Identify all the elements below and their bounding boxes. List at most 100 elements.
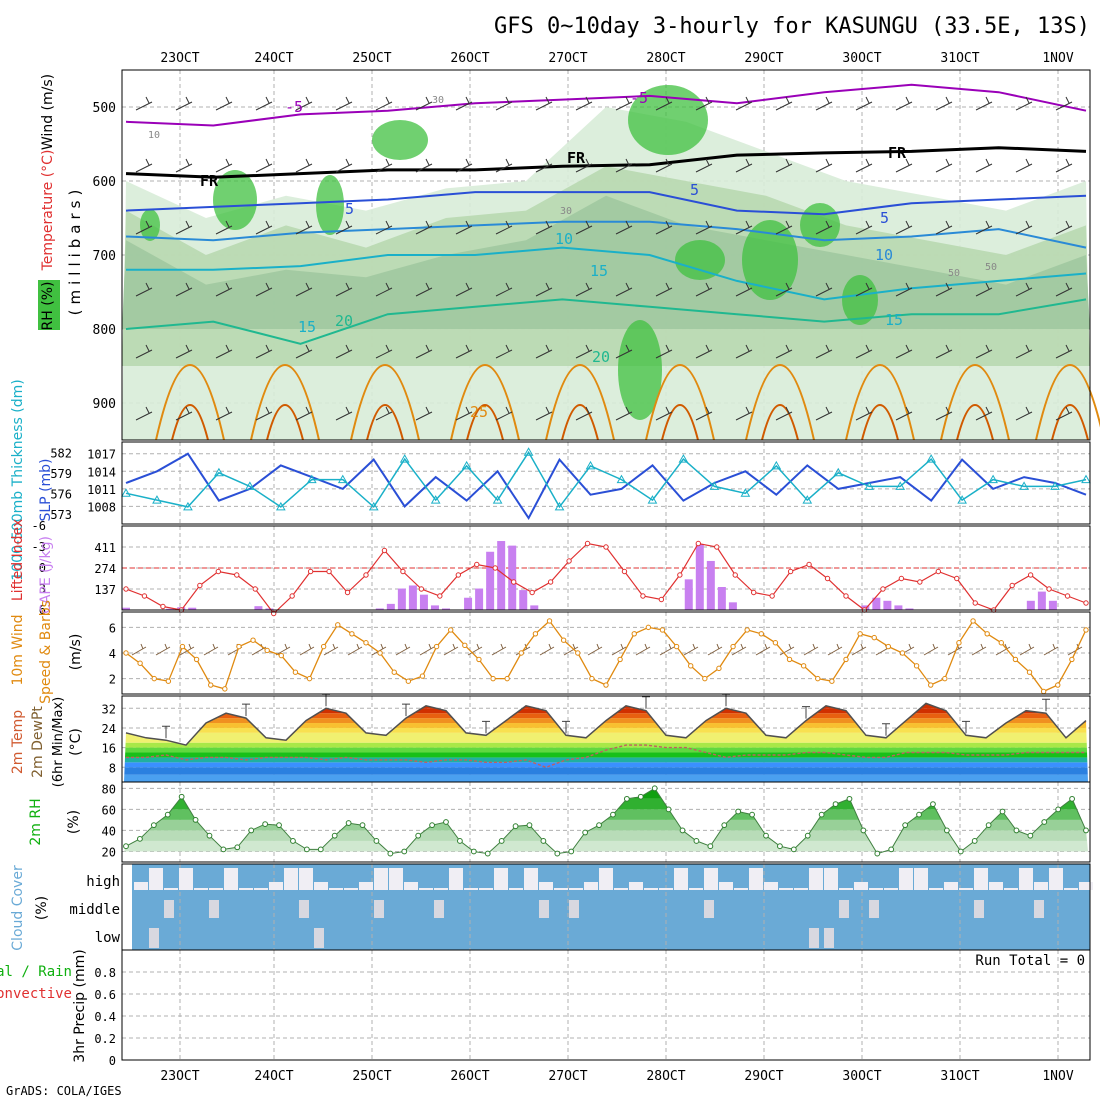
warm-dome-1: [250, 364, 320, 441]
wind-barb: [655, 344, 673, 359]
wind-barb: [535, 282, 553, 297]
wind-barb: [1055, 406, 1073, 421]
date-label-top-4: 27OCT: [548, 51, 587, 66]
wind-barb: [895, 220, 913, 235]
upper-air-ytick-1: 600: [93, 175, 116, 190]
temp-range-bar: [562, 720, 570, 734]
cloud-high-cell: [134, 882, 148, 890]
rh2m-point: [415, 832, 422, 839]
cloud-middle-cell: [1034, 900, 1044, 918]
contour-label-10: 20: [335, 312, 353, 330]
wind-speed-point: [264, 647, 270, 654]
wind-barb: [335, 344, 353, 359]
temp-band-8: [124, 727, 1088, 733]
rh-high-area-4: [628, 85, 708, 155]
rh2m-point: [303, 846, 310, 853]
lifted-index-point: [843, 593, 849, 599]
warm-dome-9: [1035, 364, 1100, 441]
cape-bar: [519, 590, 528, 610]
cloud-high-cell: [734, 888, 748, 890]
wind-barb: [855, 282, 873, 297]
wind-barb-10m: [419, 643, 435, 656]
wind-speed-point: [871, 634, 877, 641]
wind-barb-10m: [611, 643, 627, 656]
thickness-point: [1081, 474, 1091, 484]
rh2m-point: [693, 838, 700, 844]
cloud-high-cell: [1004, 888, 1018, 890]
wind-barb: [415, 220, 433, 235]
rh2m-point: [498, 838, 505, 844]
wind-speed-point: [560, 637, 567, 643]
thickness-point: [740, 488, 751, 497]
credit-label: GrADS: COLA/IGES: [6, 1084, 122, 1098]
wind-barb: [255, 344, 273, 359]
contour-label-20: 10: [148, 130, 160, 141]
lifted-index-point: [455, 572, 462, 578]
wind-barb: [295, 406, 313, 421]
thickness-point: [709, 481, 720, 490]
ylabel-dewpt: 2m DewPt: [30, 706, 46, 778]
wind-barb: [575, 344, 593, 359]
wind-barb: [775, 96, 793, 111]
rh2m-point: [902, 822, 909, 829]
rh-band-0: [124, 840, 1088, 852]
wind-barb-10m: [923, 643, 939, 656]
cloud-high-cell: [1019, 868, 1033, 890]
cape-bar: [905, 608, 914, 610]
contour-label-12: 25: [470, 403, 488, 421]
cloud-high-cell: [179, 868, 193, 890]
cloud-high-cell: [974, 868, 988, 890]
warm-dome-8: [940, 364, 1010, 441]
temp-band-4: [124, 752, 1088, 758]
lifted-index-point: [603, 544, 609, 550]
wind-speed-point: [208, 682, 214, 688]
wind-barb: [895, 158, 913, 173]
cloud-high-cell: [674, 868, 688, 890]
wind-speed-point: [786, 656, 793, 663]
wind-speed-point: [659, 627, 666, 633]
rh2m-point: [596, 822, 602, 829]
rh2m-point: [290, 838, 296, 844]
thickness-point: [1050, 481, 1060, 490]
wind-barb: [975, 344, 993, 359]
wind-barb-10m: [395, 643, 411, 656]
wind-barb: [175, 282, 193, 297]
wind-speed-point: [928, 682, 934, 688]
wind-speed-point: [476, 656, 482, 663]
date-label-bottom-8: 31OCT: [940, 1069, 979, 1084]
slp-ytick-2: 1014: [87, 465, 116, 479]
lifted-index-point: [252, 586, 258, 592]
thickness-point: [864, 481, 875, 490]
wind-barb: [535, 344, 553, 359]
precip-frame: [121, 949, 1091, 1061]
rh2m-line: [125, 787, 1087, 855]
wind-barb-10m: [155, 643, 171, 656]
cloud-high-cell: [434, 888, 448, 890]
contour-label-11: 20: [592, 348, 610, 366]
cloud-high-cell: [929, 888, 943, 890]
cloud-high-cell: [764, 882, 778, 890]
wind-barb: [135, 158, 153, 173]
wind-barb-10m: [827, 643, 843, 656]
ylabel-total-rain: Total / Rain: [0, 964, 72, 980]
wind-speed-point: [998, 640, 1004, 646]
thickness-point: [771, 460, 782, 470]
wind-barb: [215, 220, 233, 235]
rh-high-area-1: [213, 170, 257, 230]
thickness-point: [1019, 481, 1029, 490]
thickness-point: [833, 467, 844, 477]
rh2m-ytick-0: 20: [102, 845, 116, 859]
date-label-top-7: 30OCT: [842, 51, 881, 66]
wind-barb-10m: [1019, 643, 1035, 656]
precip-run-total: Run Total = 0: [975, 953, 1085, 969]
rh2m-point: [930, 801, 936, 808]
rh2m-point: [457, 838, 463, 844]
cloud-high-cell: [449, 868, 463, 890]
date-label-bottom-2: 25OCT: [352, 1069, 391, 1084]
wind-speed-point: [1083, 627, 1089, 633]
rh2m-point: [846, 795, 853, 802]
wind-barb: [375, 96, 393, 111]
wind-barb: [495, 96, 513, 111]
lifted-index-point: [621, 568, 628, 575]
